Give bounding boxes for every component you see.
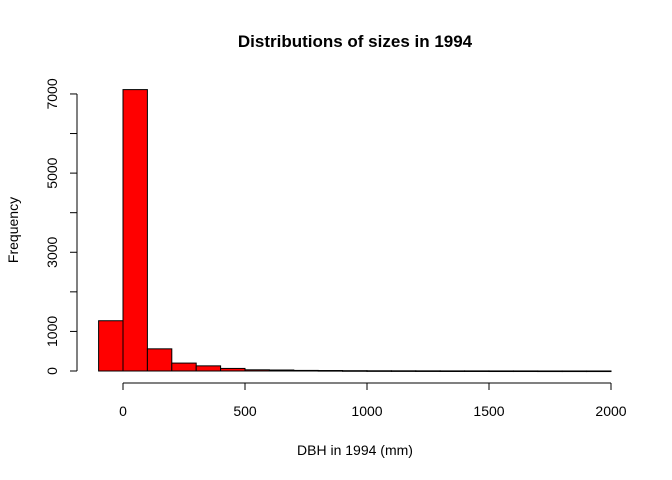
histogram-bar [488, 370, 514, 373]
x-tick-label: 500 [233, 403, 257, 419]
histogram-bar [561, 370, 588, 373]
histogram-bar [293, 369, 319, 372]
histogram-bar [415, 370, 441, 372]
histogram-bar [171, 362, 197, 372]
histogram-bar [342, 370, 368, 372]
histogram-bar [220, 367, 246, 372]
x-axis: 0 500 1000 1500 2000 [119, 382, 627, 419]
x-tick-label: 0 [119, 403, 127, 419]
histogram-bar [439, 370, 466, 372]
histogram-bar [537, 370, 563, 373]
histogram-bar [464, 370, 490, 372]
y-tick-label: 5000 [44, 157, 60, 188]
histogram-bar [317, 370, 344, 372]
y-tick-label: 0 [44, 367, 60, 375]
histogram-bar [512, 370, 539, 373]
histogram-bar [390, 370, 417, 372]
y-tick-label: 1000 [44, 316, 60, 347]
histogram-bar [146, 348, 173, 372]
histogram-bar [268, 369, 295, 372]
y-axis: 0 1000 3000 5000 7000 [44, 78, 78, 375]
x-tick-label: 2000 [595, 403, 626, 419]
x-tick-label: 1500 [473, 403, 504, 419]
y-tick-label: 7000 [44, 78, 60, 109]
histogram-bar [122, 89, 148, 372]
x-tick-label: 1000 [351, 403, 382, 419]
histogram-bar [195, 365, 222, 372]
histogram-bar [244, 369, 270, 372]
histogram-bar [366, 370, 392, 372]
chart-title: Distributions of sizes in 1994 [238, 32, 473, 51]
y-tick-label: 3000 [44, 236, 60, 267]
histogram-bar [98, 320, 124, 372]
histogram-bar [586, 370, 612, 373]
x-axis-label: DBH in 1994 (mm) [297, 442, 413, 458]
bars-group [98, 89, 612, 373]
y-axis-label: Frequency [5, 197, 21, 263]
